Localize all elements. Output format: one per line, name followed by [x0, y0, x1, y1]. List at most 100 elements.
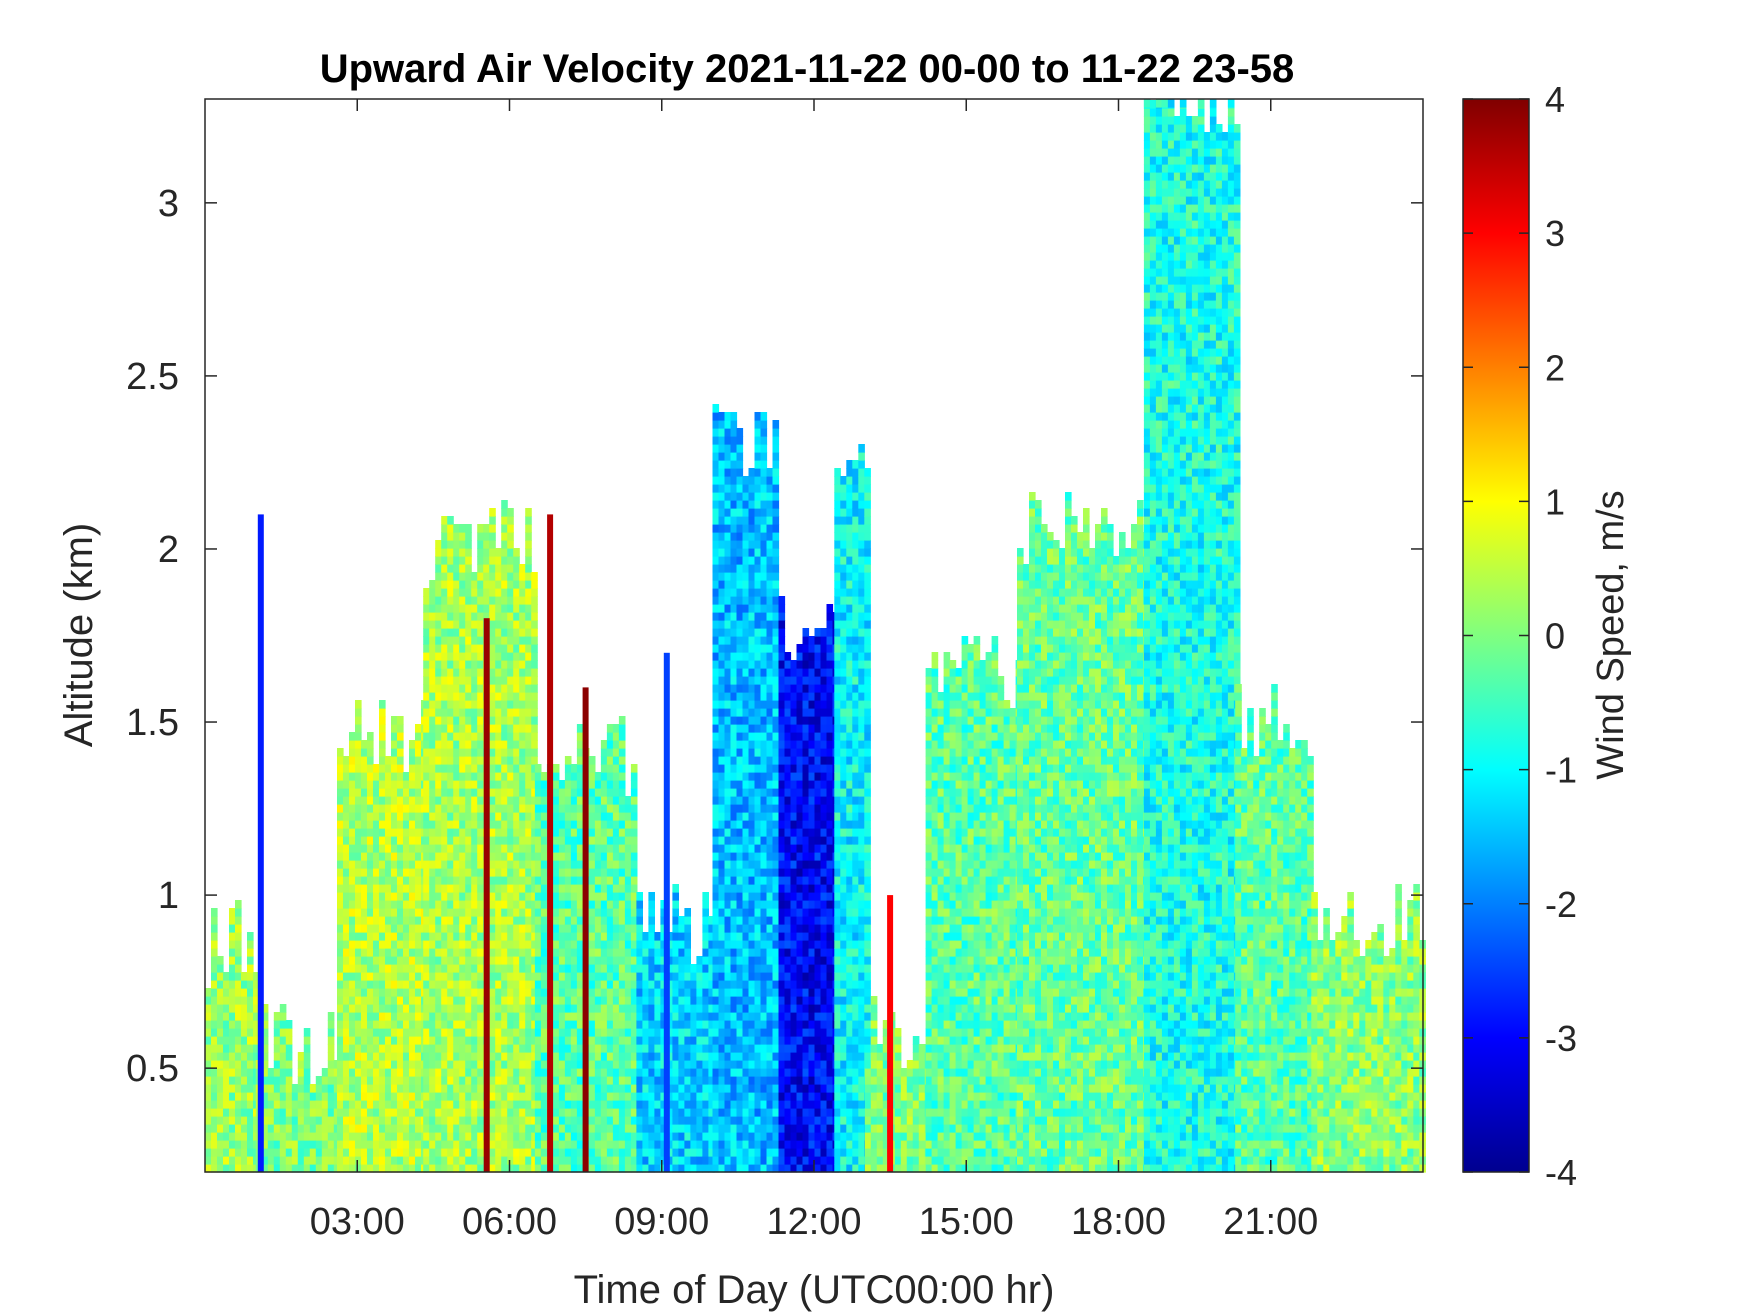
- heatmap-cell: [594, 1140, 602, 1149]
- heatmap-cell: [754, 668, 762, 677]
- heatmap-cell: [712, 1116, 720, 1125]
- heatmap-cell: [423, 988, 430, 997]
- heatmap-cell: [423, 964, 430, 973]
- heatmap-cell: [588, 1020, 596, 1029]
- heatmap-cell: [459, 964, 466, 973]
- heatmap-cell: [223, 980, 230, 989]
- heatmap-cell: [642, 1068, 649, 1077]
- heatmap-cell: [576, 756, 584, 765]
- heatmap-cell: [441, 1164, 448, 1173]
- heatmap-cell: [696, 964, 703, 973]
- heatmap-cell: [465, 772, 472, 781]
- heatmap-cell: [712, 708, 720, 717]
- heatmap-cell: [423, 708, 430, 717]
- heatmap-cell: [766, 940, 774, 949]
- heatmap-cell: [343, 932, 350, 941]
- heatmap-cell: [459, 756, 466, 765]
- heatmap-cell: [730, 916, 738, 925]
- heatmap-cell: [483, 572, 490, 581]
- heatmap-cell: [465, 804, 472, 813]
- heatmap-cell: [477, 892, 484, 901]
- heatmap-cell: [495, 1100, 502, 1109]
- heatmap-cell: [630, 924, 638, 933]
- heatmap-cell: [355, 804, 362, 813]
- heatmap-cell: [303, 1060, 311, 1069]
- heatmap-cell: [531, 868, 538, 877]
- heatmap-cell: [570, 1100, 578, 1109]
- heatmap-cell: [321, 1100, 329, 1109]
- heatmap-cell: [690, 972, 697, 981]
- heatmap-cell: [730, 1156, 738, 1165]
- heatmap-cell: [630, 988, 638, 997]
- heatmap-cell: [642, 1060, 649, 1069]
- heatmap-cell: [415, 884, 422, 893]
- heatmap-cell: [564, 1116, 572, 1125]
- heatmap-cell: [718, 540, 726, 549]
- heatmap-cell: [465, 876, 472, 885]
- heatmap-cell: [501, 876, 508, 885]
- heatmap-cell: [453, 556, 460, 565]
- heatmap-cell: [576, 988, 584, 997]
- heatmap-cell: [570, 788, 578, 797]
- heatmap-cell: [690, 1116, 697, 1125]
- heatmap-cell: [507, 1164, 514, 1173]
- heatmap-cell: [501, 652, 508, 661]
- heatmap-cell: [477, 1164, 484, 1173]
- heatmap-cell: [742, 524, 750, 533]
- heatmap-cell: [397, 1068, 404, 1077]
- heatmap-cell: [267, 1068, 275, 1077]
- heatmap-cell: [540, 868, 548, 877]
- heatmap-cell: [702, 980, 709, 989]
- heatmap-cell: [495, 788, 502, 797]
- heatmap-cell: [594, 1108, 602, 1117]
- heatmap-cell: [507, 564, 514, 573]
- heatmap-cell: [303, 1148, 311, 1157]
- heatmap-cell: [696, 1092, 703, 1101]
- heatmap-cell: [489, 804, 496, 813]
- heatmap-cell: [477, 644, 484, 653]
- heatmap-cell: [337, 1124, 344, 1133]
- heatmap-cell: [540, 1012, 548, 1021]
- heatmap-cell: [660, 924, 667, 933]
- heatmap-cell: [223, 1076, 230, 1085]
- heatmap-cell: [712, 428, 720, 437]
- heatmap-cell: [327, 1164, 335, 1173]
- heatmap-cell: [718, 516, 726, 525]
- heatmap-cell: [730, 748, 738, 757]
- heatmap-cell: [507, 548, 514, 557]
- heatmap-cell: [315, 1108, 323, 1117]
- heatmap-cell: [409, 860, 416, 869]
- heatmap-cell: [588, 1036, 596, 1045]
- heatmap-cell: [465, 980, 472, 989]
- heatmap-cell: [606, 900, 614, 909]
- heatmap-cell: [724, 852, 732, 861]
- heatmap-cell: [724, 444, 732, 453]
- heatmap-cell: [205, 996, 212, 1005]
- heatmap-cell: [373, 996, 380, 1005]
- heatmap-cell: [730, 996, 738, 1005]
- heatmap-cell: [205, 1156, 212, 1165]
- heatmap-cell: [606, 1148, 614, 1157]
- heatmap-cell: [624, 1012, 632, 1021]
- heatmap-cell: [588, 1132, 596, 1141]
- heatmap-cell: [612, 972, 620, 981]
- heatmap-cell: [409, 1092, 416, 1101]
- heatmap-cell: [447, 1148, 454, 1157]
- heatmap-cell: [742, 620, 750, 629]
- heatmap-cell: [531, 956, 538, 965]
- heatmap-cell: [379, 868, 386, 877]
- heatmap-cell: [501, 1076, 508, 1085]
- heatmap-cell: [712, 972, 720, 981]
- heatmap-cell: [453, 1124, 460, 1133]
- heatmap-cell: [459, 700, 466, 709]
- heatmap-cell: [349, 940, 356, 949]
- heatmap-cell: [453, 1052, 460, 1061]
- heatmap-cell: [730, 652, 738, 661]
- heatmap-cell: [495, 1036, 502, 1045]
- heatmap-cell: [403, 924, 410, 933]
- heatmap-cell: [489, 556, 496, 565]
- heatmap-cells: [205, 99, 1426, 1173]
- heatmap-cell: [373, 764, 380, 773]
- heatmap-cell: [489, 668, 496, 677]
- heatmap-cell: [672, 916, 679, 925]
